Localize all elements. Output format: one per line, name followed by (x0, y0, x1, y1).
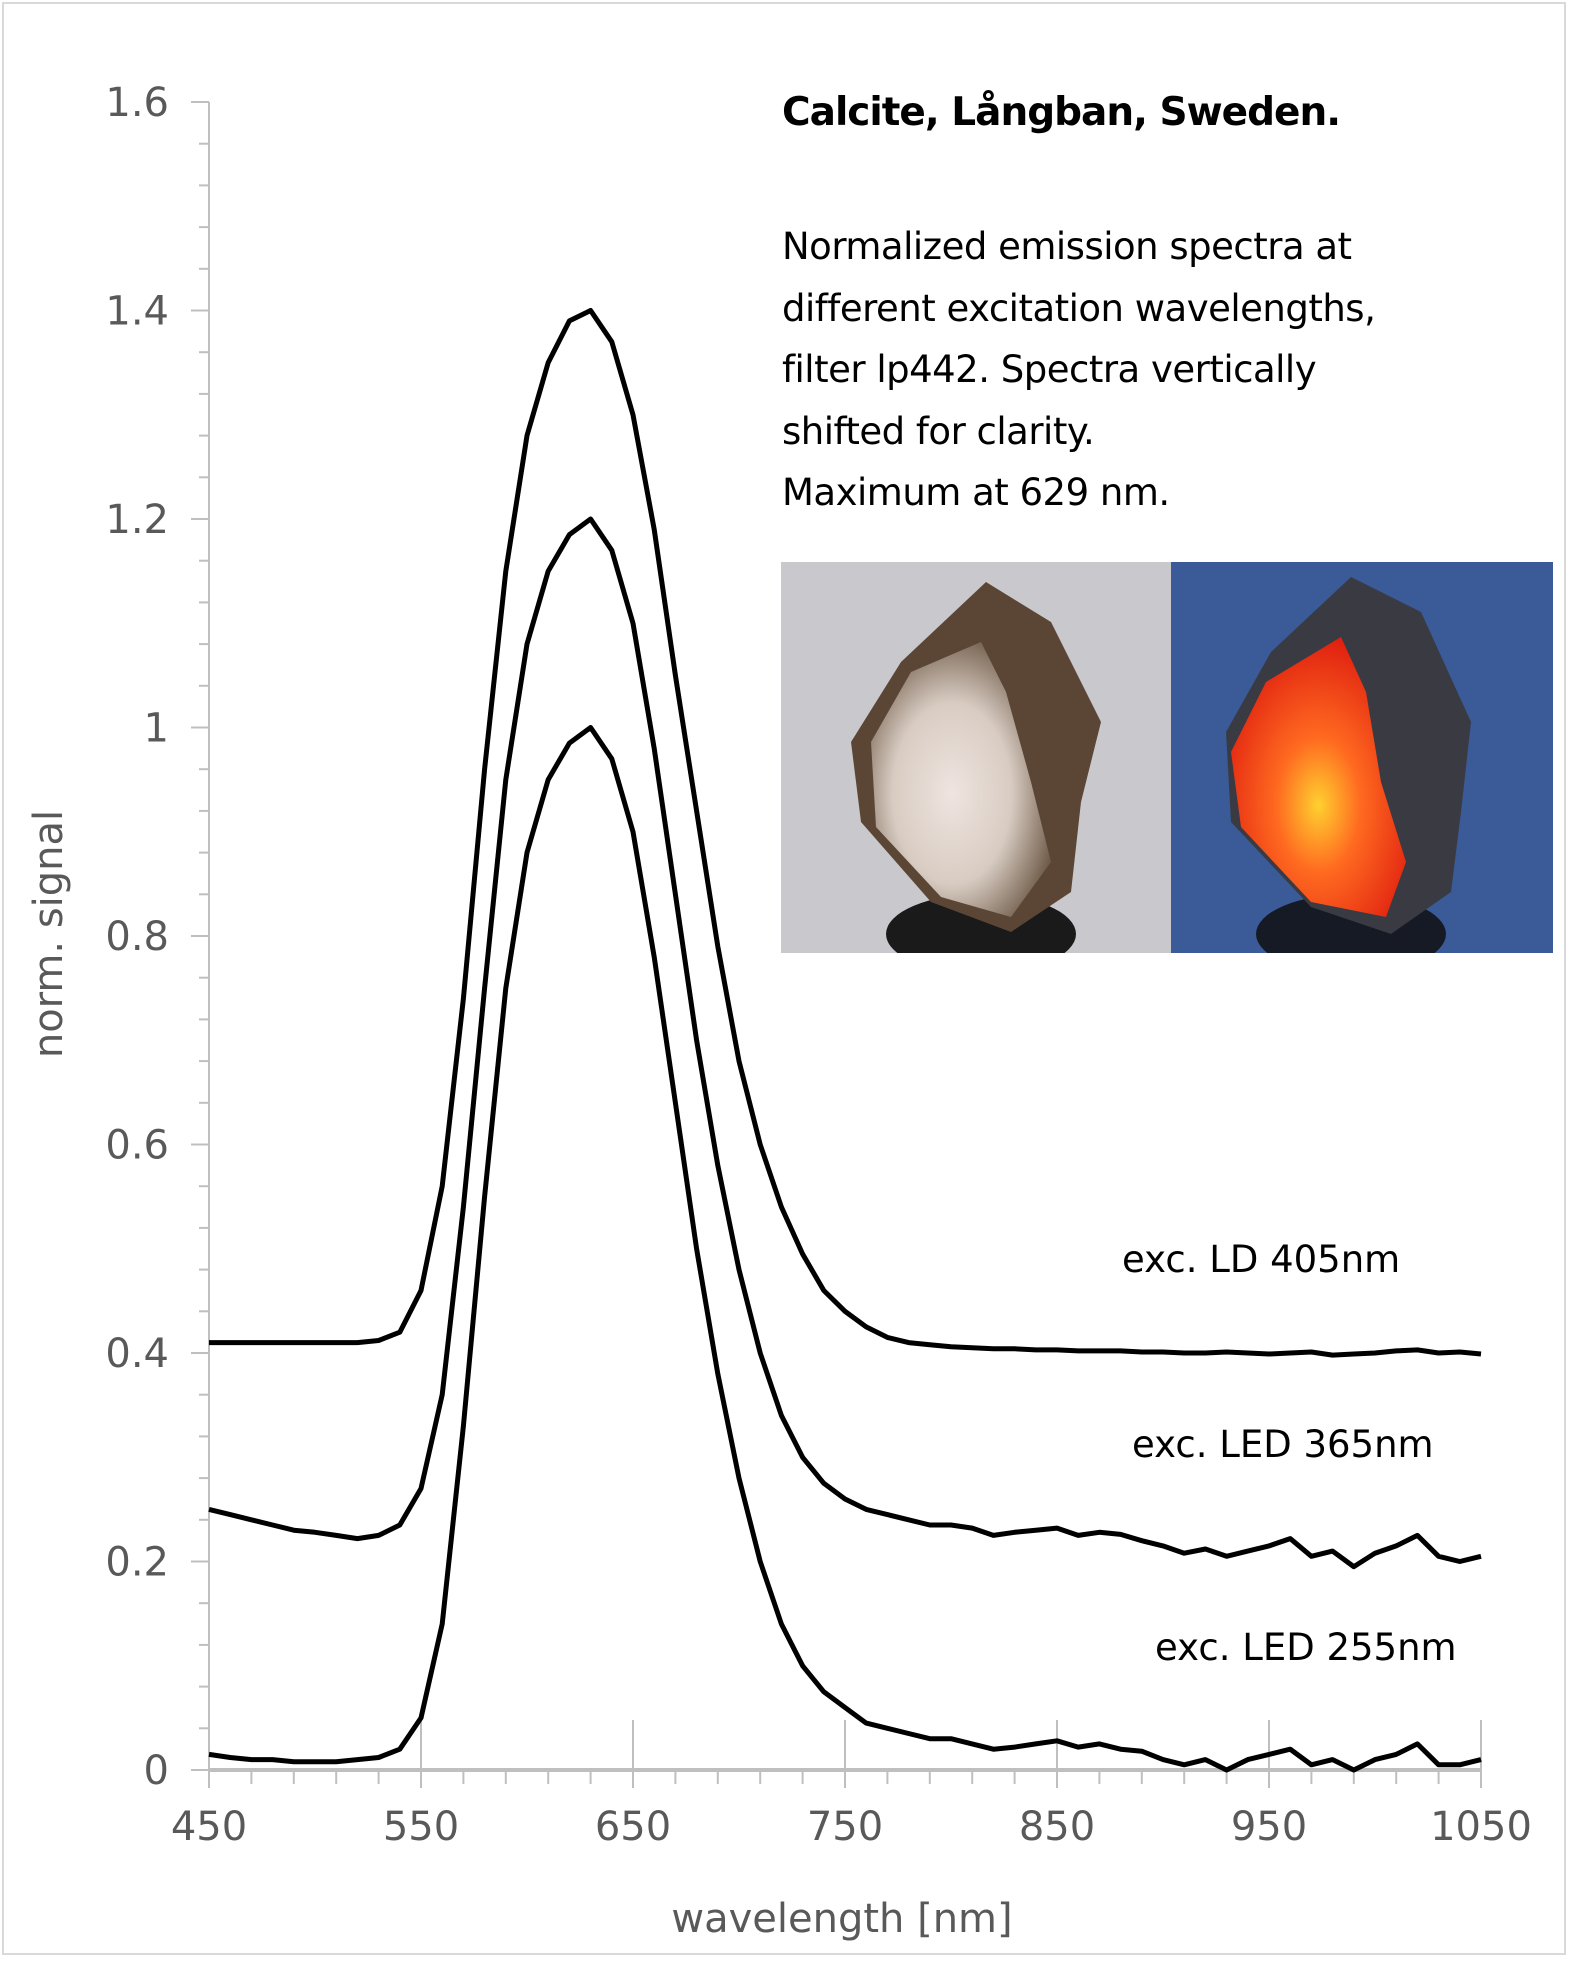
y-tick-label: 0.4 (105, 1331, 169, 1377)
x-tick-label: 650 (595, 1804, 671, 1850)
chart-title: Calcite, Långban, Sweden. (782, 90, 1341, 135)
series-lines (208, 308, 1482, 1773)
y-tick-label: 0 (144, 1748, 169, 1794)
x-axis-title: wavelength [nm] (671, 1896, 1012, 1942)
description-line: Maximum at 629 nm. (782, 471, 1170, 514)
description-line: shifted for clarity. (782, 409, 1095, 453)
x-tick-label: 850 (1019, 1804, 1095, 1850)
series-label-255: exc. LED 255nm (1155, 1626, 1457, 1669)
y-tick-label: 0.8 (105, 914, 169, 960)
x-tick-label: 750 (807, 1804, 883, 1850)
y-tick-label: 1 (144, 706, 169, 752)
x-tick-label: 450 (171, 1804, 247, 1850)
description-line: filter lp442. Spectra vertically (782, 348, 1317, 391)
axes: 450 550 650 750 850 950 1050 0 0.2 0.4 0.6 0.8 1 1.2 1… (105, 80, 1532, 1850)
series-line-1 (208, 516, 1482, 1570)
mineral-photo-daylight (781, 562, 1171, 953)
x-tick-label: 550 (383, 1804, 459, 1850)
series-line-0 (209, 308, 1482, 1358)
y-tick-label: 0.2 (105, 1540, 169, 1586)
description-line: different excitation wavelengths, (782, 286, 1376, 330)
y-tick-label: 1.4 (105, 289, 169, 335)
y-axis-title: norm. signal (26, 810, 72, 1058)
series-label-405: exc. LD 405nm (1122, 1238, 1400, 1281)
chart-description: Normalized emission spectra at different… (782, 216, 1376, 524)
y-tick-label: 1.2 (105, 497, 169, 543)
description-line: Normalized emission spectra at (782, 225, 1352, 268)
x-tick-label: 950 (1231, 1804, 1307, 1850)
series-line-2 (208, 725, 1482, 1773)
mineral-photo-uv (1171, 562, 1553, 953)
y-tick-label: 1.6 (105, 80, 169, 126)
series-label-365: exc. LED 365nm (1132, 1423, 1434, 1466)
y-tick-label: 0.6 (105, 1123, 169, 1169)
x-tick-label: 1050 (1430, 1804, 1532, 1850)
